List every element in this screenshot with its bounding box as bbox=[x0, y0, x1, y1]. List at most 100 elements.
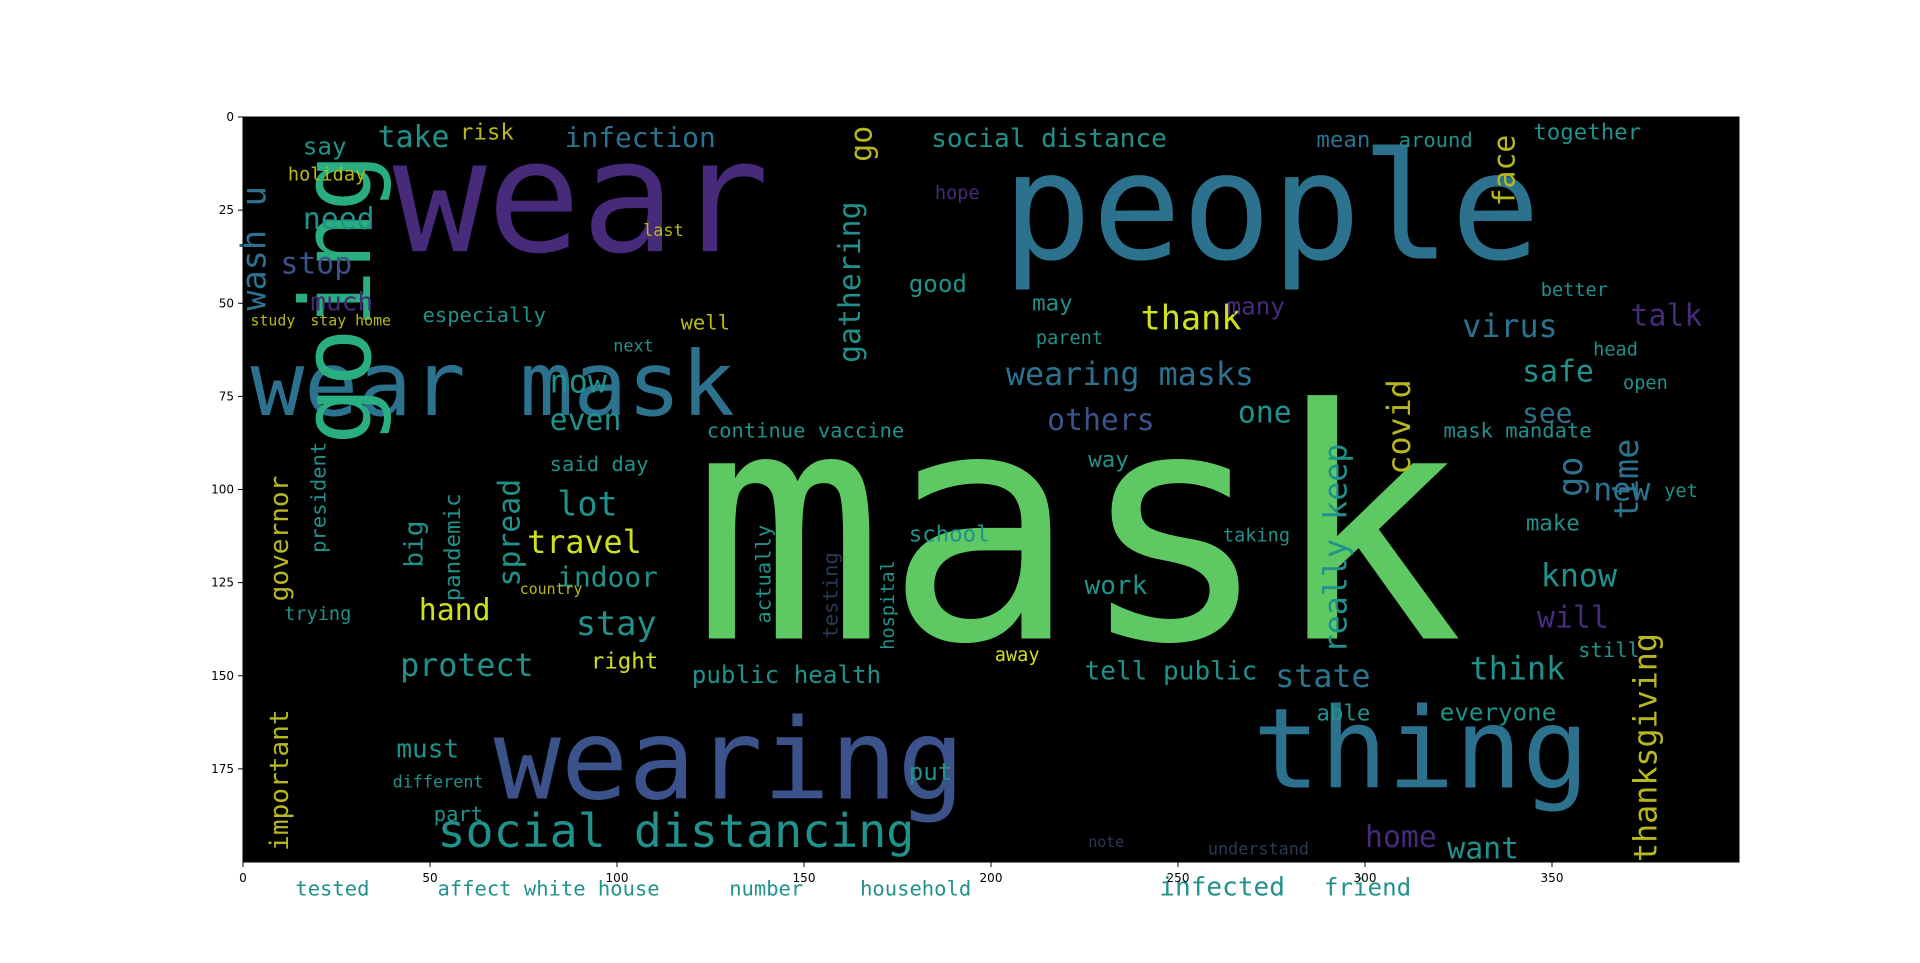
x-tick-label: 250 bbox=[1167, 871, 1190, 885]
word-virus: virus bbox=[1462, 309, 1557, 345]
x-tick-label: 300 bbox=[1354, 871, 1377, 885]
word-part: part bbox=[434, 802, 483, 826]
word-now: now bbox=[550, 365, 608, 401]
word-wearing-masks: wearing masks bbox=[1006, 357, 1254, 393]
word-different: different bbox=[393, 772, 484, 792]
word-home: home bbox=[1365, 820, 1437, 855]
word-parent: parent bbox=[1036, 328, 1103, 349]
y-tick-label: 175 bbox=[211, 762, 234, 776]
word-time: time bbox=[1607, 439, 1646, 520]
word-go: go bbox=[1551, 457, 1590, 497]
y-tick-label: 150 bbox=[211, 669, 234, 683]
word-much: much bbox=[310, 288, 373, 318]
word-need: need bbox=[303, 202, 375, 237]
word-number: number bbox=[729, 877, 803, 901]
word-actually: actually bbox=[751, 525, 775, 624]
word-talk: talk bbox=[1631, 299, 1703, 334]
word-think: think bbox=[1470, 651, 1565, 687]
y-tick-label: 25 bbox=[219, 203, 234, 217]
word-u: u bbox=[234, 186, 273, 206]
word-lot: lot bbox=[557, 485, 618, 524]
word-hope: hope bbox=[935, 183, 980, 204]
word-testing: testing bbox=[819, 552, 843, 638]
word-yet: yet bbox=[1664, 481, 1698, 502]
word-way: way bbox=[1088, 447, 1128, 473]
word-stop: stop bbox=[280, 246, 352, 281]
word-even: even bbox=[550, 403, 622, 438]
word-many: many bbox=[1227, 292, 1285, 320]
word-state: state bbox=[1275, 659, 1370, 695]
word-thanksgiving: thanksgiving bbox=[1629, 633, 1665, 862]
word-pandemic: pandemic bbox=[440, 493, 466, 601]
word-school: school bbox=[909, 522, 990, 548]
word-tell: tell bbox=[1085, 656, 1148, 686]
word-must: must bbox=[396, 735, 459, 765]
word-well: well bbox=[681, 310, 730, 334]
word-hand: hand bbox=[419, 593, 491, 628]
word-infection: infection bbox=[565, 121, 716, 154]
word-really-keep: really keep bbox=[1318, 444, 1354, 654]
word-thing: thing bbox=[1253, 685, 1590, 815]
x-tick-label: 50 bbox=[422, 871, 437, 885]
word-see: see bbox=[1522, 396, 1572, 429]
word-make: make bbox=[1526, 510, 1580, 536]
wordcloud-image bbox=[243, 117, 1739, 862]
word-away: away bbox=[995, 645, 1040, 666]
word-big: big bbox=[400, 521, 430, 568]
word-holiday: holiday bbox=[288, 164, 366, 185]
word-note: note bbox=[1088, 833, 1124, 851]
x-axis: 0 50 100 150 200 250 300 350 bbox=[239, 862, 1563, 885]
word-everyone: everyone bbox=[1440, 698, 1557, 726]
word-around: around bbox=[1399, 128, 1473, 152]
y-tick-label: 100 bbox=[211, 483, 234, 497]
y-tick-label: 75 bbox=[219, 389, 234, 403]
word-mask-mandate: mask mandate bbox=[1444, 418, 1592, 442]
word-head: head bbox=[1593, 339, 1638, 360]
x-tick-label: 150 bbox=[793, 871, 816, 885]
word-able: able bbox=[1316, 700, 1370, 726]
word-good: good bbox=[909, 270, 967, 298]
word-spread: spread bbox=[493, 479, 528, 587]
word-household: household bbox=[860, 877, 971, 901]
word-wear: wear bbox=[393, 106, 770, 288]
word-better: better bbox=[1541, 280, 1608, 301]
word-tested: tested bbox=[295, 877, 369, 901]
word-wash: wash bbox=[234, 230, 273, 311]
word-especially: especially bbox=[423, 303, 546, 327]
word-last: last bbox=[643, 220, 683, 240]
word-going: going bbox=[280, 153, 393, 445]
word-next: next bbox=[613, 336, 653, 356]
word-social-distancing: social distancing bbox=[437, 804, 914, 858]
y-tick-label: 0 bbox=[226, 110, 234, 124]
word-still: still bbox=[1578, 638, 1640, 662]
y-axis: 0 25 50 75 100 125 150 175 bbox=[211, 110, 243, 776]
word-affect-white-house: affect white house bbox=[437, 877, 659, 901]
word-taking: taking bbox=[1223, 526, 1290, 547]
word-indoor: indoor bbox=[557, 560, 658, 593]
word-others: others bbox=[1047, 403, 1155, 438]
word-country: country bbox=[520, 580, 583, 598]
word-mean: mean bbox=[1316, 127, 1370, 153]
word-protect: protect bbox=[400, 648, 534, 684]
word-continue-vaccine: continue vaccine bbox=[707, 418, 904, 442]
word-governor: governor bbox=[265, 476, 295, 602]
word-trying: trying bbox=[284, 604, 351, 625]
x-tick-label: 100 bbox=[606, 871, 629, 885]
word-social-distance: social distance bbox=[931, 124, 1167, 154]
word-together: together bbox=[1533, 119, 1641, 145]
x-tick-label: 0 bbox=[239, 871, 247, 885]
word-open: open bbox=[1623, 373, 1668, 394]
word-public-health: public health bbox=[692, 661, 881, 689]
x-tick-label: 200 bbox=[980, 871, 1003, 885]
x-tick-label: 350 bbox=[1541, 871, 1564, 885]
word-wearing: wearing bbox=[494, 696, 965, 826]
word-travel: travel bbox=[527, 525, 641, 561]
word-mask: mask bbox=[692, 342, 1464, 715]
word-safe: safe bbox=[1522, 354, 1594, 389]
word-right: right bbox=[591, 648, 658, 674]
word-put: put bbox=[909, 758, 953, 786]
word-infected: infected bbox=[1159, 873, 1285, 903]
word-important: important bbox=[265, 709, 295, 850]
word-public: public bbox=[1163, 656, 1257, 686]
